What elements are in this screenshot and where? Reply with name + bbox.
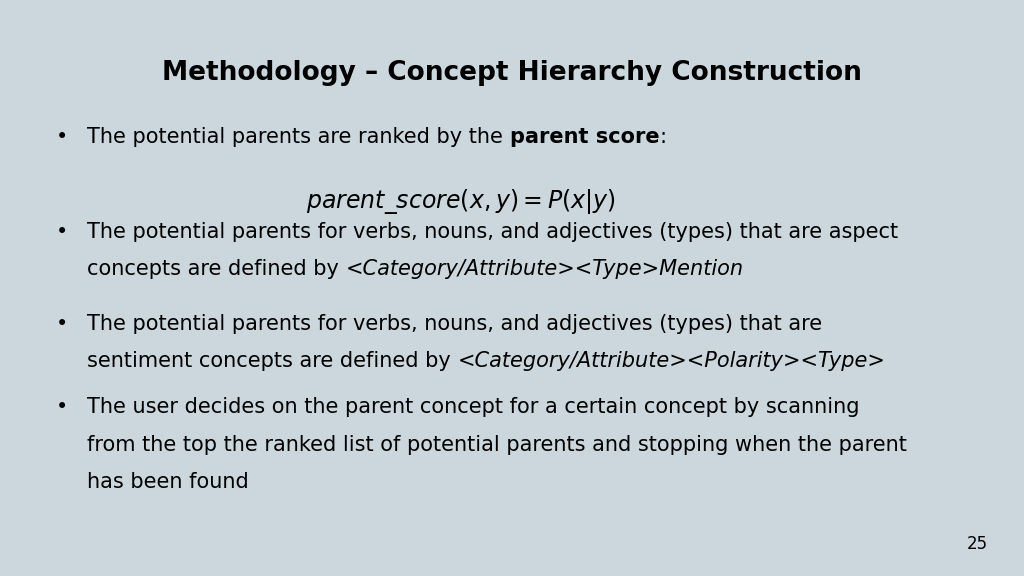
Text: The potential parents for verbs, nouns, and adjectives (types) that are: The potential parents for verbs, nouns, … — [87, 314, 822, 334]
Text: Methodology – Concept Hierarchy Construction: Methodology – Concept Hierarchy Construc… — [162, 60, 862, 86]
Text: •: • — [56, 397, 69, 418]
Text: $\mathit{parent\_score}(x, y) = P(x|y)$: $\mathit{parent\_score}(x, y) = P(x|y)$ — [306, 187, 615, 216]
Text: :: : — [659, 127, 667, 147]
Text: 25: 25 — [967, 535, 988, 553]
Text: sentiment concepts are defined by: sentiment concepts are defined by — [87, 351, 458, 372]
Text: parent score: parent score — [510, 127, 659, 147]
Text: <Category/Attribute><Type>Mention: <Category/Attribute><Type>Mention — [345, 259, 743, 279]
Text: The potential parents for verbs, nouns, and adjectives (types) that are aspect: The potential parents for verbs, nouns, … — [87, 222, 898, 242]
Text: •: • — [56, 127, 69, 147]
Text: <Category/Attribute><Polarity><Type>: <Category/Attribute><Polarity><Type> — [458, 351, 886, 372]
Text: concepts are defined by: concepts are defined by — [87, 259, 345, 279]
Text: from the top the ranked list of potential parents and stopping when the parent: from the top the ranked list of potentia… — [87, 435, 907, 455]
Text: •: • — [56, 314, 69, 334]
Text: The potential parents are ranked by the: The potential parents are ranked by the — [87, 127, 510, 147]
Text: has been found: has been found — [87, 472, 249, 492]
Text: The user decides on the parent concept for a certain concept by scanning: The user decides on the parent concept f… — [87, 397, 859, 418]
Text: •: • — [56, 222, 69, 242]
